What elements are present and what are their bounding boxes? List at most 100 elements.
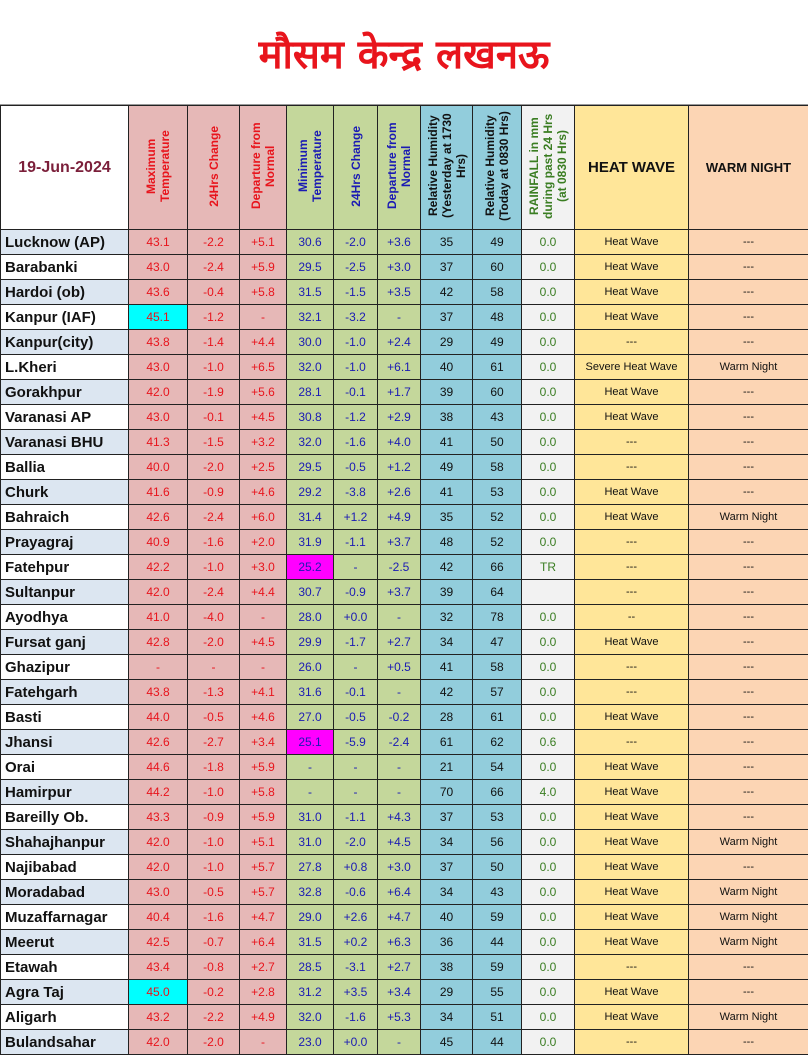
header-min-departure: Departure from Normal: [377, 105, 421, 230]
max-temp: 40.4: [128, 904, 188, 930]
max-temp: 43.8: [128, 329, 188, 355]
rainfall: 0.0: [521, 679, 575, 705]
table-row: Basti 44.0 -0.5 +4.6 27.0 -0.5 -0.2 28 61 0.0 Heat…: [0, 704, 808, 730]
table-row: Jhansi 42.6 -2.7 +3.4 25.1 -5.9 -2.4 61 62 0.6 ---…: [0, 729, 808, 755]
min-departure: +3.4: [377, 979, 421, 1005]
header-warm-night: WARM NIGHT: [688, 105, 808, 230]
rh-0830: 43: [472, 879, 522, 905]
station-name: Moradabad: [0, 879, 129, 905]
heat-wave-status: ---: [574, 554, 689, 580]
heat-wave-status: Heat Wave: [574, 629, 689, 655]
rh-0830: 48: [472, 304, 522, 330]
table-row: Prayagraj 40.9 -1.6 +2.0 31.9 -1.1 +3.7 48 52 0.0…: [0, 529, 808, 555]
warm-night-status: ---: [688, 254, 808, 280]
rh-0830: 44: [472, 929, 522, 955]
warm-night-status: ---: [688, 1029, 808, 1055]
station-name: Basti: [0, 704, 129, 730]
min-24h-change: -2.0: [333, 229, 378, 255]
station-name: Hardoi (ob): [0, 279, 129, 305]
rainfall: 0.0: [521, 854, 575, 880]
max-departure: -: [239, 304, 287, 330]
rainfall: [521, 579, 575, 605]
rainfall: 0.0: [521, 479, 575, 505]
max-24h-change: -0.1: [187, 404, 240, 430]
max-temp: 43.6: [128, 279, 188, 305]
rh-0830: 50: [472, 854, 522, 880]
min-24h-change: +0.2: [333, 929, 378, 955]
rh-1730: 34: [420, 629, 473, 655]
header-rh-1730: Relative Humidity (Yesterday at 1730 Hrs…: [420, 105, 473, 230]
max-24h-change: -4.0: [187, 604, 240, 630]
min-24h-change: -0.6: [333, 879, 378, 905]
warm-night-status: ---: [688, 454, 808, 480]
rh-0830: 64: [472, 579, 522, 605]
heat-wave-status: Severe Heat Wave: [574, 354, 689, 380]
table-row: Ballia 40.0 -2.0 +2.5 29.5 -0.5 +1.2 49 58 0.0 ---…: [0, 454, 808, 480]
min-24h-change: -1.5: [333, 279, 378, 305]
min-temp: 26.0: [286, 654, 334, 680]
min-24h-change: +0.0: [333, 604, 378, 630]
rh-0830: 49: [472, 329, 522, 355]
heat-wave-status: Heat Wave: [574, 754, 689, 780]
header-max-departure: Departure from Normal: [239, 105, 287, 230]
max-temp: 44.6: [128, 754, 188, 780]
rh-0830: 52: [472, 504, 522, 530]
min-temp: 31.9: [286, 529, 334, 555]
warm-night-status: ---: [688, 629, 808, 655]
max-temp: 44.2: [128, 779, 188, 805]
min-temp: 31.6: [286, 679, 334, 705]
station-name: L.Kheri: [0, 354, 129, 380]
table-row: L.Kheri 43.0 -1.0 +6.5 32.0 -1.0 +6.1 40 61 0.0 Se…: [0, 354, 808, 380]
table-row: Orai 44.6 -1.8 +5.9- - -21 54 0.0 Heat Wave ---: [0, 754, 808, 780]
rainfall: 0.0: [521, 629, 575, 655]
min-temp: 32.0: [286, 1004, 334, 1030]
rh-1730: 36: [420, 929, 473, 955]
min-departure: +2.7: [377, 629, 421, 655]
min-departure: -: [377, 304, 421, 330]
min-departure: +0.5: [377, 654, 421, 680]
station-name: Jhansi: [0, 729, 129, 755]
warm-night-status: ---: [688, 404, 808, 430]
page-title: मौसम केन्द्र लखनऊ: [0, 0, 808, 105]
station-name: Kanpur(city): [0, 329, 129, 355]
rh-1730: 37: [420, 854, 473, 880]
weather-table: 19-Jun-2024 Maximum Temperature 24Hrs Ch…: [0, 105, 808, 1055]
table-row: Churk 41.6 -0.9 +4.6 29.2 -3.8 +2.6 41 53 0.0 Heat…: [0, 479, 808, 505]
max-departure: +5.8: [239, 779, 287, 805]
station-name: Varanasi AP: [0, 404, 129, 430]
max-departure: +6.0: [239, 504, 287, 530]
max-24h-change: -2.0: [187, 629, 240, 655]
warm-night-status: ---: [688, 379, 808, 405]
min-24h-change: -2.0: [333, 829, 378, 855]
max-24h-change: -0.5: [187, 879, 240, 905]
max-temp: 42.6: [128, 729, 188, 755]
max-departure: +2.5: [239, 454, 287, 480]
min-24h-change: -3.1: [333, 954, 378, 980]
min-departure: +4.3: [377, 804, 421, 830]
station-name: Lucknow (AP): [0, 229, 129, 255]
rh-0830: 61: [472, 704, 522, 730]
table-row: Varanasi BHU 41.3 -1.5 +3.2 32.0 -1.6 +4.0 41 50…: [0, 429, 808, 455]
table-row: Hardoi (ob) 43.6 -0.4 +5.8 31.5 -1.5 +3.5 42 58 0…: [0, 279, 808, 305]
min-24h-change: -3.2: [333, 304, 378, 330]
heat-wave-status: --: [574, 604, 689, 630]
min-24h-change: -1.1: [333, 804, 378, 830]
rh-0830: 59: [472, 904, 522, 930]
heat-wave-status: Heat Wave: [574, 904, 689, 930]
rainfall: 0.0: [521, 929, 575, 955]
min-temp: 31.5: [286, 279, 334, 305]
max-departure: +5.9: [239, 804, 287, 830]
max-temp: 43.0: [128, 404, 188, 430]
rh-0830: 50: [472, 429, 522, 455]
max-departure: +5.8: [239, 279, 287, 305]
warm-night-status: ---: [688, 979, 808, 1005]
max-24h-change: -1.5: [187, 429, 240, 455]
table-row: Shahajhanpur 42.0 -1.0 +5.1 31.0 -2.0 +4.5 34 56…: [0, 829, 808, 855]
rh-0830: 53: [472, 804, 522, 830]
min-departure: +2.9: [377, 404, 421, 430]
station-name: Churk: [0, 479, 129, 505]
min-temp: 27.0: [286, 704, 334, 730]
max-temp: 43.0: [128, 354, 188, 380]
rh-0830: 47: [472, 629, 522, 655]
min-temp: 30.0: [286, 329, 334, 355]
